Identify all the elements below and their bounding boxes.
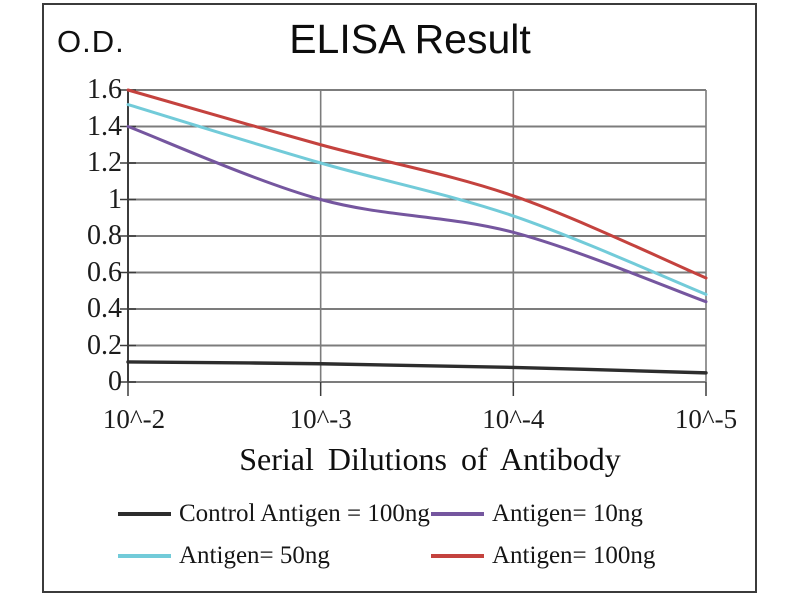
figure-border [42,3,757,593]
x-tick-label: 10^-5 [674,404,738,434]
x-axis-title: Serial Dilutions of Antibody [239,441,621,477]
x-tick-label: 10^-4 [482,404,545,434]
y-tick-label: 1.6 [87,74,122,105]
x-tick-label: 10^-3 [289,404,352,434]
series-line-control-antigen-100ng [126,360,708,375]
y-tick-label: 0.6 [87,256,122,288]
legend-swatch [431,512,484,516]
y-tick-label: 0.4 [87,293,122,324]
legend-item-2: Antigen= 10ng [431,501,643,527]
y-tick-label: 1 [108,183,122,215]
y-tick-label: 1.4 [87,110,122,142]
y-tick-label: 0.2 [87,329,122,361]
legend-swatch [118,554,171,558]
y-tick-label: 0.8 [87,220,122,251]
series-line-antigen-100ng [126,88,708,280]
series-line-antigen-10ng [126,125,708,304]
legend-swatch [431,554,484,558]
y-axis-label: O.D. [57,24,125,59]
legend-label: Control Antigen = 100ng [179,500,430,527]
y-tick-label: 0 [108,366,122,397]
legend-label: Antigen= 10ng [492,500,643,527]
legend-label: Antigen= 50ng [179,542,330,569]
legend-swatch [118,512,171,516]
legend-item-1: Control Antigen = 100ng [118,501,430,527]
y-tick-label: 1.2 [87,147,122,178]
series-line-antigen-50ng [126,103,708,296]
legend-label: Antigen= 100ng [492,542,656,569]
legend-item-4: Antigen= 100ng [431,543,655,569]
x-tick-label: 10^-2 [102,404,166,434]
legend-item-3: Antigen= 50ng [118,543,330,569]
chart-title: ELISA Result [289,16,531,62]
